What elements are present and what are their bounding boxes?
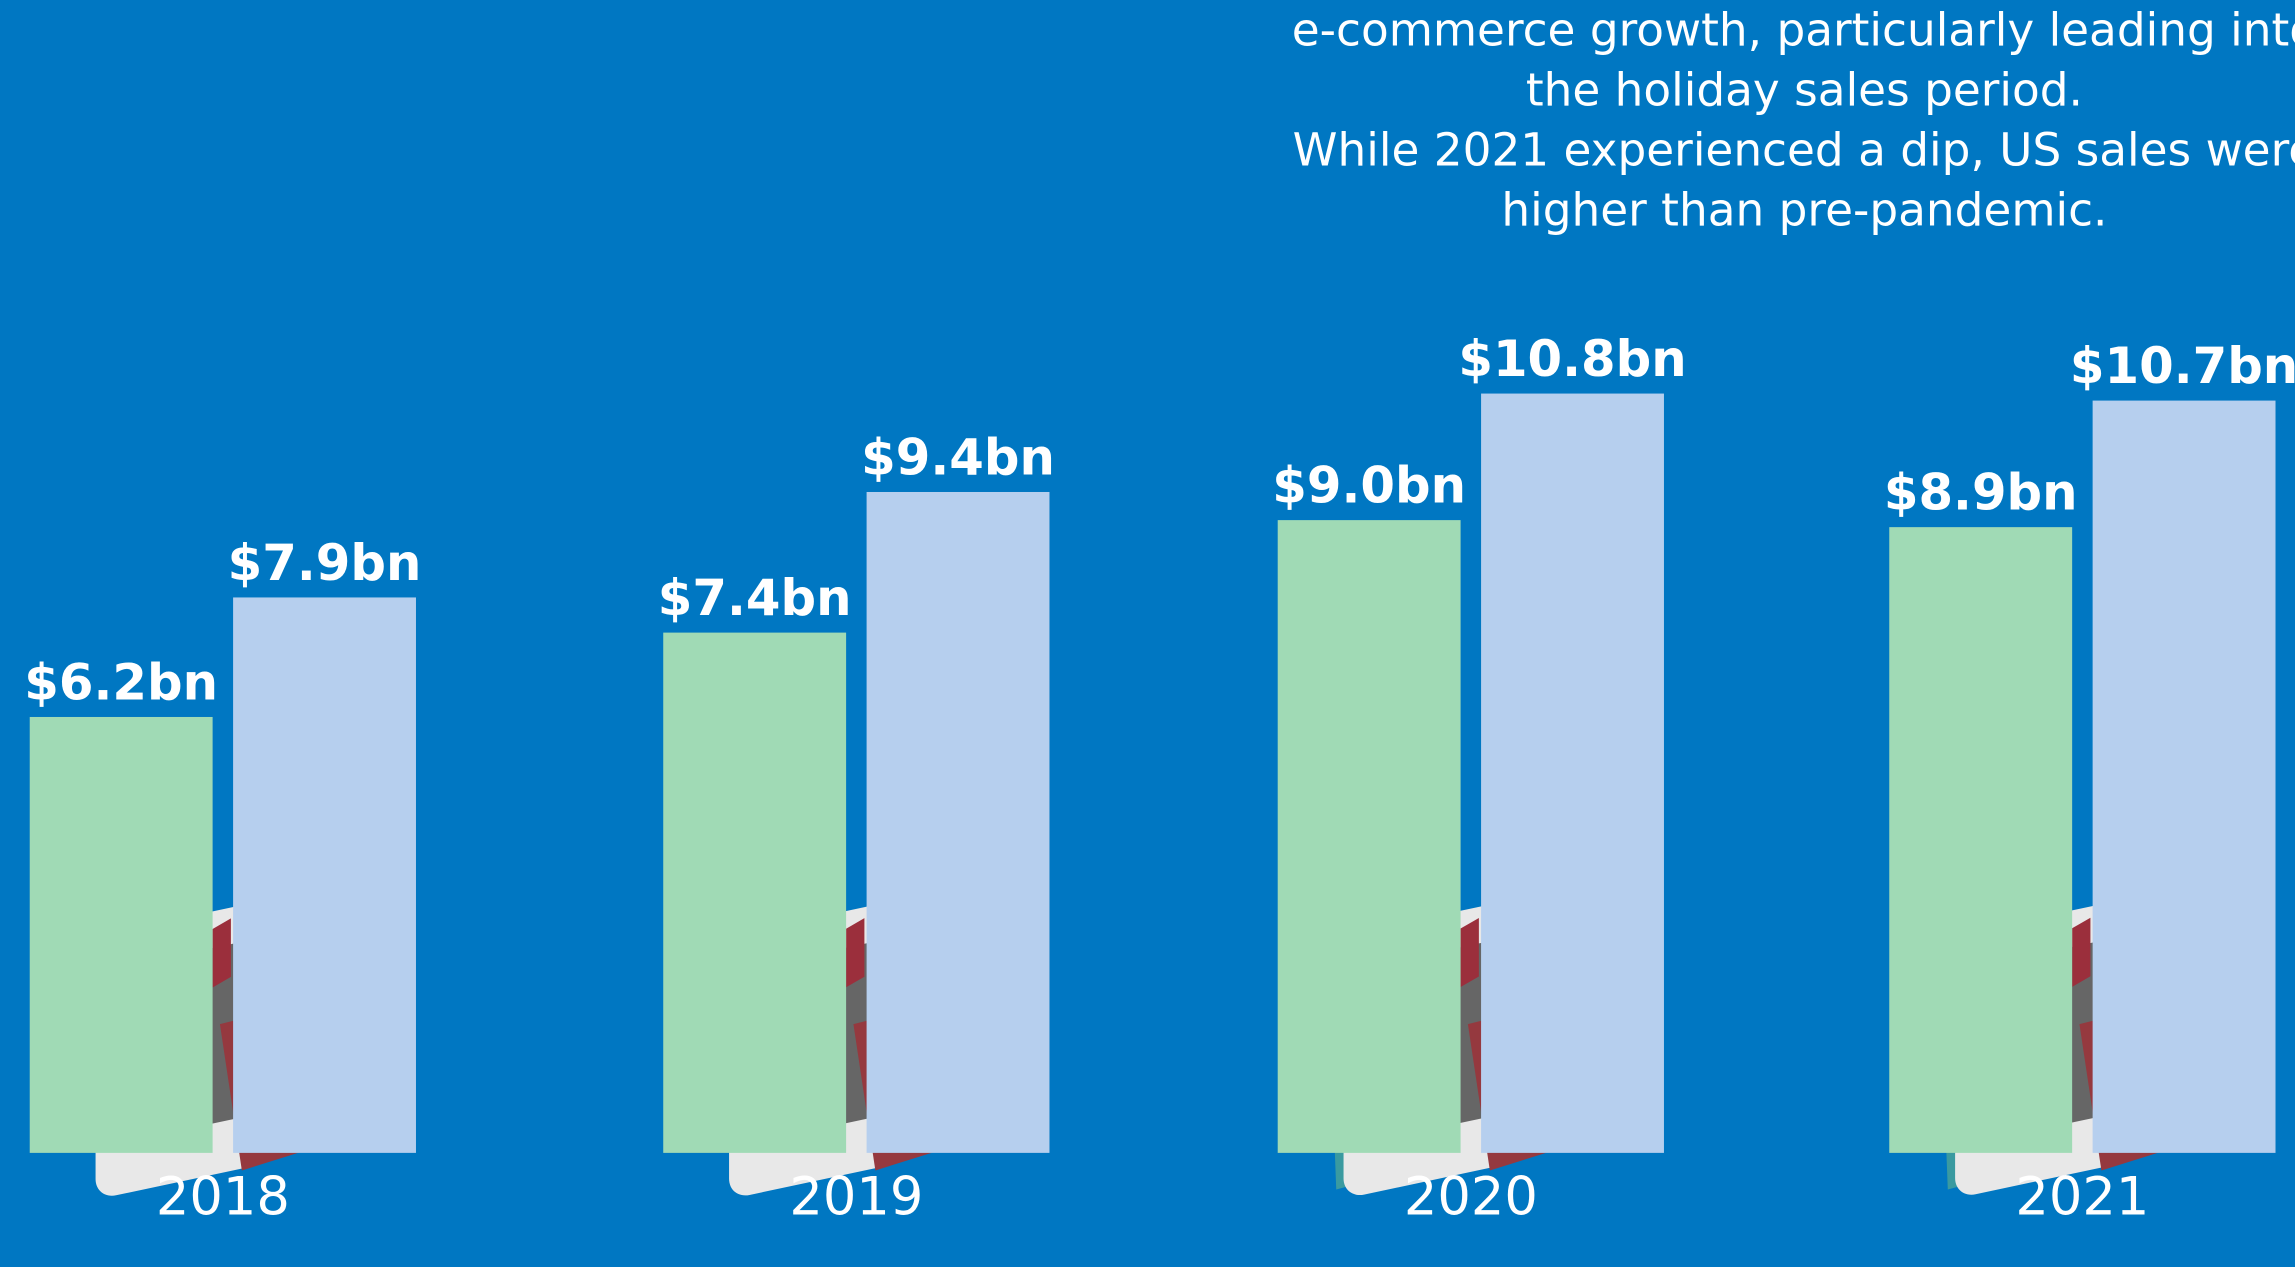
value-label: $7.4bn: [658, 569, 852, 627]
value-label: $6.2bn: [24, 653, 218, 711]
bar: [1889, 527, 2073, 1153]
awning-stripe: [846, 918, 865, 988]
x-tick-label: 2020: [1404, 1166, 1538, 1227]
awning-stripe: [212, 918, 231, 988]
x-tick-label: 2018: [156, 1166, 290, 1227]
x-tick-label: 2021: [2015, 1166, 2149, 1227]
bar: [233, 597, 416, 1153]
bar: [2092, 400, 2276, 1153]
description-line: e-commerce growth, particularly leading …: [1292, 3, 2295, 56]
bar: [1481, 393, 1664, 1153]
bar: [29, 716, 213, 1153]
awning-stripe: [1460, 917, 1479, 988]
bar: [663, 632, 847, 1153]
value-label: $9.0bn: [1272, 457, 1466, 515]
bar: [866, 491, 1050, 1153]
value-label: $10.7bn: [2070, 337, 2295, 395]
value-label: $8.9bn: [1884, 464, 2078, 522]
x-tick-label: 2019: [789, 1166, 923, 1227]
awning-stripe: [2072, 917, 2091, 987]
bar: [1277, 520, 1461, 1153]
value-label: $9.4bn: [861, 428, 1055, 486]
description-line: the holiday sales period.: [1526, 63, 2083, 116]
value-label: $10.8bn: [1458, 330, 1686, 388]
value-label: $7.9bn: [228, 534, 422, 592]
description-line: While 2021 experienced a dip, US sales w…: [1293, 123, 2295, 176]
description-line: higher than pre-pandemic.: [1501, 183, 2107, 236]
